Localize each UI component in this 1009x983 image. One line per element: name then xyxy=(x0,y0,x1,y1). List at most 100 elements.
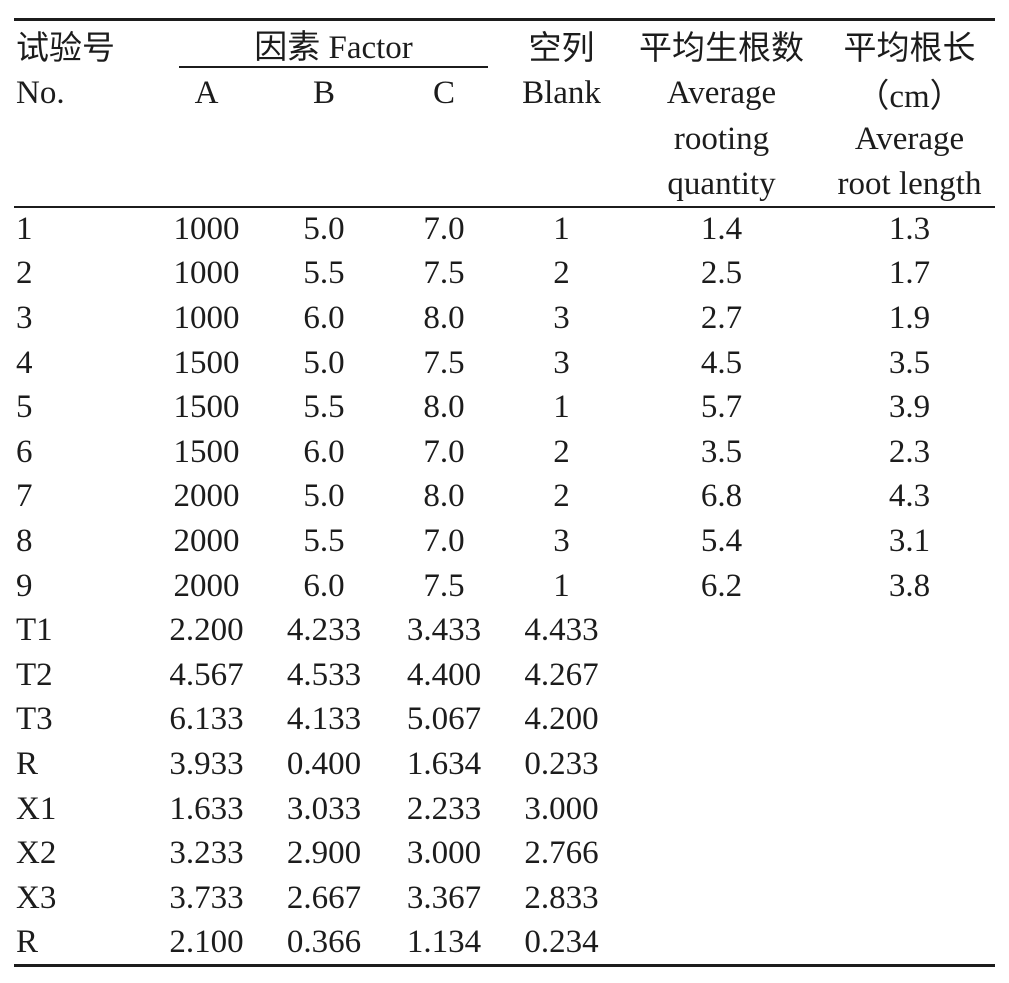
row-label-cell: 4 xyxy=(16,344,33,381)
header-spacer xyxy=(264,117,384,162)
header-factor-group-label: 因素 Factor xyxy=(179,23,488,68)
value-cell: 0.233 xyxy=(524,745,599,782)
value-cell: 1 xyxy=(553,389,570,426)
value-cell: 3.033 xyxy=(286,790,362,827)
value-cell: 1 xyxy=(553,567,570,604)
value-cell xyxy=(824,742,995,787)
value-cell: 4.533 xyxy=(286,656,362,693)
table-row: T3 6.133 4.133 5.067 4.200 xyxy=(14,698,995,743)
value-cell: 6.2 xyxy=(700,567,743,604)
table-row: 1 1000 5.0 7.0 1 1.4 1.3 xyxy=(14,207,995,252)
value-cell xyxy=(619,831,824,876)
header-trial-no-zh: 试验号 xyxy=(16,31,115,67)
row-label-cell: 5 xyxy=(16,389,33,426)
value-cell: 1000 xyxy=(173,299,240,336)
value-cell: 3.433 xyxy=(406,612,482,649)
value-cell: 1.634 xyxy=(406,745,482,782)
value-cell: 1000 xyxy=(173,211,240,248)
value-cell: 3.000 xyxy=(406,835,482,872)
value-cell xyxy=(619,921,824,966)
row-label-cell: 7 xyxy=(16,478,33,515)
value-cell: 2.667 xyxy=(286,879,362,916)
row-label-cell: X1 xyxy=(16,790,57,827)
row-label-cell: T2 xyxy=(16,656,53,693)
header-spacer xyxy=(14,162,149,208)
value-cell: 3.000 xyxy=(524,790,599,827)
value-cell: 0.234 xyxy=(524,923,599,960)
header-row-3: rooting Average xyxy=(14,117,995,162)
value-cell xyxy=(824,876,995,921)
table-row: X2 3.233 2.900 3.000 2.766 xyxy=(14,831,995,876)
value-cell: 3.733 xyxy=(169,879,244,916)
header-row-1: 试验号 因素 Factor 空列 平均生根数 平均根长 xyxy=(14,20,995,70)
value-cell: 3.233 xyxy=(169,835,244,872)
value-cell: 3.367 xyxy=(406,879,482,916)
table-row: 9 2000 6.0 7.5 1 6.2 3.8 xyxy=(14,564,995,609)
row-label-cell: T3 xyxy=(16,701,53,738)
header-spacer xyxy=(384,162,504,208)
value-cell: 4.133 xyxy=(286,701,362,738)
value-cell xyxy=(619,742,824,787)
value-cell: 4.400 xyxy=(406,656,482,693)
header-spacer xyxy=(504,117,619,162)
value-cell: 2000 xyxy=(173,478,240,515)
header-spacer xyxy=(264,162,384,208)
value-cell: 3.5 xyxy=(700,433,743,470)
value-cell: 5.0 xyxy=(303,478,345,515)
header-factor-group: 因素 Factor xyxy=(149,20,504,70)
value-cell: 3.8 xyxy=(888,567,931,604)
table-row: T1 2.200 4.233 3.433 4.433 xyxy=(14,608,995,653)
row-label-cell: X2 xyxy=(16,835,57,872)
value-cell xyxy=(824,831,995,876)
orthogonal-experiment-table-container: 试验号 因素 Factor 空列 平均生根数 平均根长 No. A B C Bl… xyxy=(14,18,995,967)
value-cell: 2.900 xyxy=(286,835,362,872)
table-row: X3 3.733 2.667 3.367 2.833 xyxy=(14,876,995,921)
value-cell: 2.5 xyxy=(700,255,743,292)
value-cell: 7.0 xyxy=(423,211,465,248)
header-blank-en: Blank xyxy=(522,74,601,111)
header-factor-c: C xyxy=(432,74,455,111)
value-cell: 5.5 xyxy=(303,255,345,292)
value-cell: 5.0 xyxy=(303,344,345,381)
value-cell: 2000 xyxy=(173,567,240,604)
value-cell: 2.766 xyxy=(524,835,599,872)
table-row: 8 2000 5.5 7.0 3 5.4 3.1 xyxy=(14,519,995,564)
header-spacer xyxy=(384,117,504,162)
value-cell: 5.067 xyxy=(406,701,482,738)
table-row: X1 1.633 3.033 2.233 3.000 xyxy=(14,787,995,832)
value-cell: 1 xyxy=(553,211,570,248)
value-cell: 1500 xyxy=(173,344,240,381)
value-cell: 1.3 xyxy=(888,211,931,248)
value-cell: 1.4 xyxy=(700,211,743,248)
value-cell xyxy=(824,698,995,743)
value-cell: 2.100 xyxy=(169,923,244,960)
value-cell: 7.0 xyxy=(423,433,465,470)
row-label-cell: X3 xyxy=(16,879,57,916)
header-spacer xyxy=(504,162,619,208)
header-trial-no-en: No. xyxy=(16,74,65,111)
value-cell: 3 xyxy=(553,344,570,381)
value-cell: 4.3 xyxy=(888,478,931,515)
value-cell: 2 xyxy=(553,478,570,515)
row-label-cell: T1 xyxy=(16,612,53,649)
value-cell: 4.5 xyxy=(700,344,743,381)
value-cell: 6.0 xyxy=(303,567,345,604)
value-cell: 3.9 xyxy=(888,389,931,426)
header-spacer xyxy=(14,117,149,162)
value-cell: 8.0 xyxy=(423,478,465,515)
header-spacer xyxy=(149,117,264,162)
value-cell: 2.233 xyxy=(406,790,482,827)
row-label-cell: 2 xyxy=(16,255,33,292)
value-cell: 2.200 xyxy=(169,612,244,649)
value-cell: 0.366 xyxy=(286,923,362,960)
orthogonal-experiment-table: 试验号 因素 Factor 空列 平均生根数 平均根长 No. A B C Bl… xyxy=(14,18,995,967)
value-cell: 2 xyxy=(553,255,570,292)
value-cell: 5.7 xyxy=(700,389,743,426)
value-cell: 8.0 xyxy=(423,299,465,336)
row-label-cell: R xyxy=(16,745,39,782)
value-cell xyxy=(824,608,995,653)
table-row: R 3.933 0.400 1.634 0.233 xyxy=(14,742,995,787)
value-cell: 2 xyxy=(553,433,570,470)
value-cell xyxy=(824,653,995,698)
value-cell: 1500 xyxy=(173,389,240,426)
